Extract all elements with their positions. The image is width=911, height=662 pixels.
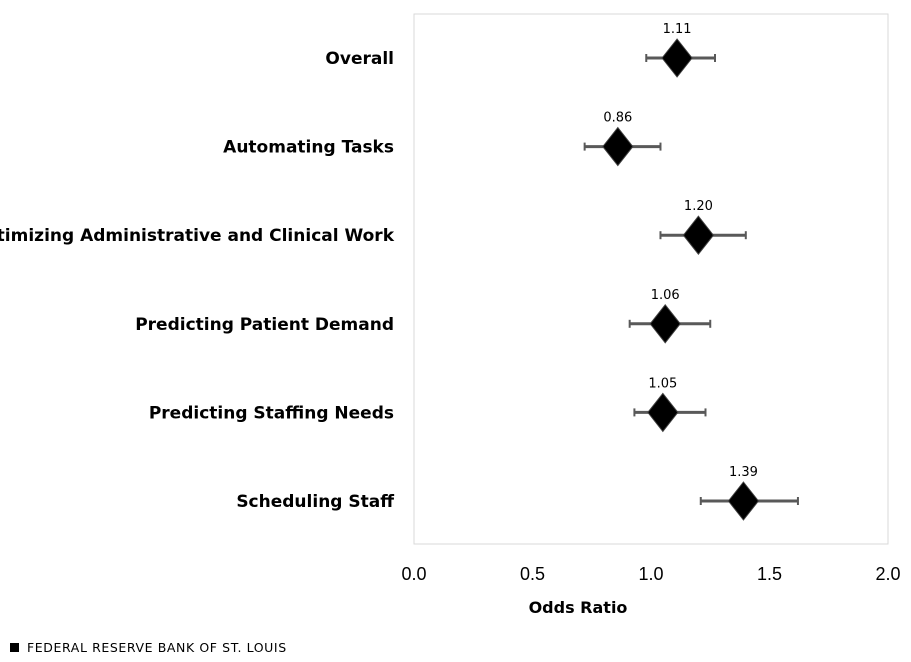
category-label: Optimizing Administrative and Clinical W… bbox=[0, 226, 395, 246]
data-labels: 1.11 0.86 1.20 1.06 1.05 1.39 bbox=[603, 22, 758, 480]
data-label: 0.86 bbox=[603, 111, 632, 126]
category-label: Overall bbox=[325, 49, 394, 69]
diamond-marker bbox=[649, 303, 681, 344]
footer-source: FEDERAL RESERVE BANK OF ST. LOUIS bbox=[27, 640, 287, 655]
diamond-marker bbox=[602, 126, 634, 167]
x-tick-label: 2.0 bbox=[875, 564, 900, 584]
data-label: 1.11 bbox=[663, 22, 692, 37]
data-label: 1.20 bbox=[684, 199, 713, 214]
diamond-marker bbox=[661, 38, 693, 78]
category-labels: Overall Automating Tasks Optimizing Admini… bbox=[0, 49, 395, 512]
x-axis-title: Odds Ratio bbox=[529, 598, 628, 617]
category-label: Automating Tasks bbox=[223, 138, 394, 158]
category-label: Predicting Patient Demand bbox=[135, 315, 394, 335]
x-tick-label: 1.0 bbox=[638, 564, 663, 584]
data-label: 1.05 bbox=[648, 376, 677, 391]
plot-frame bbox=[413, 13, 889, 545]
data-label: 1.39 bbox=[729, 465, 758, 480]
x-tick-label: 1.5 bbox=[757, 564, 782, 584]
diamond-marker bbox=[647, 392, 679, 433]
diamond-marker bbox=[682, 215, 715, 256]
diamond-marker bbox=[727, 481, 760, 521]
category-label: Scheduling Staff bbox=[236, 492, 394, 512]
footer-square-icon bbox=[10, 643, 19, 652]
x-tick-label: 0.0 bbox=[401, 564, 426, 584]
data-markers bbox=[602, 38, 760, 521]
x-tick-label: 0.5 bbox=[520, 564, 545, 584]
x-axis-ticks: 0.0 0.5 1.0 1.5 2.0 bbox=[401, 564, 900, 584]
data-label: 1.06 bbox=[651, 288, 680, 303]
category-label: Predicting Staffing Needs bbox=[149, 403, 394, 423]
footer: FEDERAL RESERVE BANK OF ST. LOUIS bbox=[10, 640, 287, 655]
